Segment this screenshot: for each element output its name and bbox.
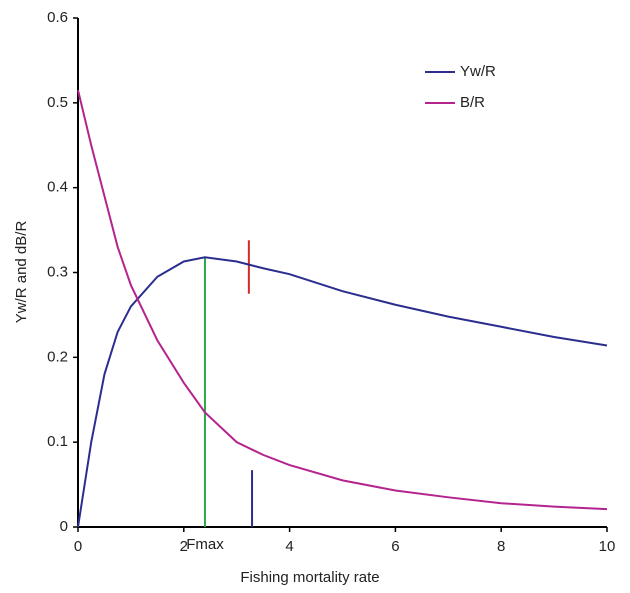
y-tick-label: 0.2: [47, 348, 68, 365]
y-tick-label: 0.6: [47, 9, 68, 26]
y-tick-label: 0.4: [47, 179, 68, 196]
annotation: Fmax: [186, 536, 224, 553]
series-line: [77, 256, 608, 528]
legend-label: B/R: [460, 94, 485, 111]
y-tick-label: 0: [60, 518, 68, 535]
x-tick-label: 4: [285, 538, 293, 555]
legend-label: Yw/R: [460, 63, 496, 80]
y-tick-label: 0.3: [47, 263, 68, 280]
x-tick-label: 6: [391, 538, 399, 555]
x-tick-label: 10: [599, 538, 616, 555]
y-axis-label: Yw/R and dB/R: [13, 221, 30, 324]
series-line: [77, 89, 608, 511]
x-tick-label: 0: [74, 538, 82, 555]
y-tick-label: 0.1: [47, 433, 68, 450]
x-axis-label: Fishing mortality rate: [240, 569, 379, 586]
x-tick-label: 2: [180, 538, 188, 555]
y-tick-label: 0.5: [47, 94, 68, 111]
x-tick-label: 8: [497, 538, 505, 555]
